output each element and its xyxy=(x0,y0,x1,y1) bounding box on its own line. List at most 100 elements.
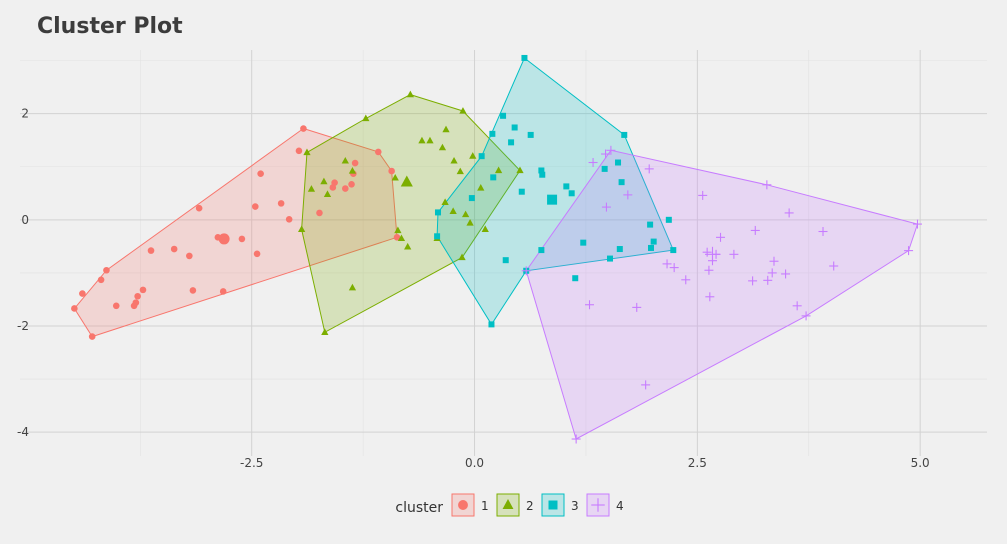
cluster-2-point xyxy=(303,148,311,156)
cluster-3-point xyxy=(615,159,622,166)
cluster-3-centroid xyxy=(547,194,558,205)
cluster-1-point xyxy=(300,125,307,132)
cluster-4-centroid xyxy=(704,246,720,262)
cluster-1-point xyxy=(71,305,78,312)
x-tick-label: 2.5 xyxy=(688,456,707,470)
cluster-3-point xyxy=(607,255,614,262)
cluster-3-point xyxy=(500,112,507,119)
cluster-3-point xyxy=(478,153,485,160)
cluster-4-point xyxy=(750,225,760,235)
cluster-3-point xyxy=(650,238,657,245)
grid-lines xyxy=(20,50,987,456)
cluster-4-point xyxy=(571,434,581,444)
cluster-3-point xyxy=(511,124,518,131)
cluster-1-point xyxy=(295,147,303,155)
cluster-4-point xyxy=(601,149,611,159)
x-tick-label: 5.0 xyxy=(911,456,930,470)
cluster-3-point xyxy=(618,179,625,186)
cluster-2-point xyxy=(477,184,485,191)
cluster-3-point xyxy=(648,244,655,251)
cluster-2-point xyxy=(442,125,450,133)
cluster-4-point xyxy=(748,276,758,286)
cluster-4-point xyxy=(829,261,839,271)
cluster-4-point xyxy=(762,180,772,190)
cluster-2-point xyxy=(323,190,332,197)
cluster-4-point xyxy=(801,311,811,321)
cluster-2-point xyxy=(348,283,357,291)
x-tick-label: -2.5 xyxy=(240,456,263,470)
cluster-4-point xyxy=(585,300,595,310)
legend-title: cluster xyxy=(395,500,443,516)
cluster-1-point xyxy=(238,235,246,243)
cluster-3-point xyxy=(616,246,623,253)
cluster-1-centroid xyxy=(218,233,230,245)
cluster-2-point xyxy=(321,328,329,335)
cluster-3-point xyxy=(539,171,546,178)
cluster-2-point xyxy=(469,152,477,159)
cluster-2-point xyxy=(348,167,357,174)
data-points xyxy=(71,54,922,444)
cluster-2-point xyxy=(404,242,412,250)
cluster-2-point xyxy=(461,210,470,218)
cluster-1-point xyxy=(132,299,140,306)
cluster-4-point xyxy=(904,246,914,256)
cluster-2-point xyxy=(406,90,414,98)
cluster-4-point xyxy=(623,190,633,200)
chart-title: Cluster Plot xyxy=(37,14,183,39)
cluster-4-point xyxy=(763,275,773,285)
cluster-4-point xyxy=(702,247,712,257)
cluster-2-point xyxy=(450,156,458,164)
cluster-4-point xyxy=(705,292,715,302)
cluster-2-point xyxy=(481,225,489,233)
cluster-1-point xyxy=(285,215,293,223)
y-tick-label: 0 xyxy=(21,213,29,227)
cluster-3-point xyxy=(434,233,441,240)
cluster-3-point xyxy=(434,209,441,216)
cluster-3-point xyxy=(488,321,495,328)
cluster-4-point xyxy=(716,232,726,242)
cluster-1-point xyxy=(79,290,86,297)
cluster-4-point xyxy=(767,268,777,278)
cluster-4-point xyxy=(681,275,691,285)
cluster-1-point xyxy=(348,180,355,188)
cluster-3-point xyxy=(568,190,575,197)
cluster-1-point xyxy=(393,234,401,241)
cluster-1-point xyxy=(147,247,155,254)
cluster-2-point xyxy=(418,136,426,144)
cluster-3-point xyxy=(468,195,475,202)
cluster-2-point xyxy=(394,226,402,234)
cluster-1-point xyxy=(351,159,359,167)
cluster-2-point xyxy=(391,173,399,181)
cluster-4-point xyxy=(632,302,642,312)
cluster-2-point xyxy=(494,166,503,174)
cluster-2-point xyxy=(459,107,467,114)
cluster-3-point xyxy=(490,174,497,181)
cluster-4-point xyxy=(601,202,611,212)
y-tick-label: -4 xyxy=(17,425,29,439)
legend-marker-2 xyxy=(502,499,514,509)
cluster-1-point xyxy=(342,185,349,192)
cluster-3-point xyxy=(538,167,545,174)
cluster-4-point xyxy=(662,259,672,269)
cluster-1-point xyxy=(139,286,147,294)
legend-label-1: 1 xyxy=(481,499,489,513)
cluster-hulls xyxy=(73,57,919,440)
cluster-4-point xyxy=(912,219,922,229)
cluster-2-point xyxy=(362,114,370,122)
cluster-4-point xyxy=(606,145,616,155)
legend-label-3: 3 xyxy=(571,499,579,513)
cluster-1-point xyxy=(253,250,261,258)
cluster-3-point xyxy=(647,221,654,228)
cluster-1-point xyxy=(257,170,264,177)
cluster-1-point xyxy=(251,203,259,210)
legend-marker-3 xyxy=(548,500,558,510)
cluster-centroids xyxy=(218,175,720,262)
legend-label-4: 4 xyxy=(616,499,624,513)
cluster-3-point xyxy=(508,139,515,146)
cluster-2-point xyxy=(466,219,474,226)
cluster-3-point xyxy=(538,247,545,254)
cluster-1-point xyxy=(97,276,105,284)
cluster-1-point xyxy=(189,287,197,294)
cluster-3-point xyxy=(563,183,570,190)
cluster-1-point xyxy=(277,200,285,207)
